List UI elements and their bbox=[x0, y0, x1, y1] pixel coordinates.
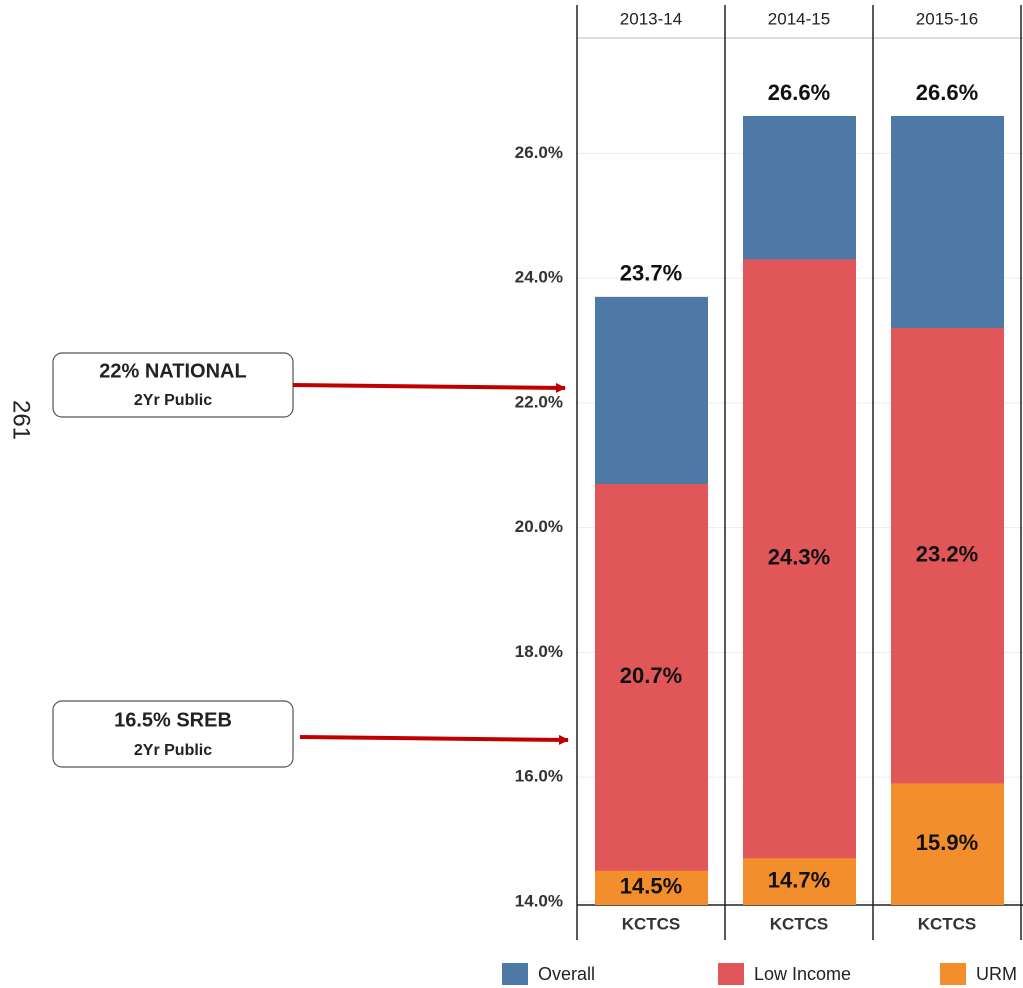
y-tick-label: 20.0% bbox=[515, 517, 563, 536]
legend-swatch bbox=[718, 963, 744, 985]
bar bbox=[743, 858, 856, 905]
data-label: 26.6% bbox=[916, 80, 978, 105]
annotation: 16.5% SREB 2Yr Public bbox=[52, 700, 569, 768]
y-tick-label: 16.0% bbox=[515, 767, 563, 786]
y-tick-label: 18.0% bbox=[515, 642, 563, 661]
page-number: 261 bbox=[8, 400, 35, 440]
data-label: 23.2% bbox=[916, 542, 978, 567]
column-sublabel: KCTCS bbox=[918, 914, 977, 933]
annotation-arrow bbox=[299, 734, 569, 745]
column-sublabel: KCTCS bbox=[622, 914, 681, 933]
data-label: 14.5% bbox=[620, 874, 682, 899]
bar bbox=[595, 483, 708, 905]
data-label: 14.7% bbox=[768, 867, 830, 892]
annotation: 22% NATIONAL 2Yr Public bbox=[52, 352, 566, 418]
bar bbox=[743, 259, 856, 905]
annotation-subtext: 2Yr Public bbox=[134, 392, 212, 409]
annotation-text: 16.5% SREB bbox=[114, 709, 232, 731]
legend-label: URM bbox=[976, 964, 1017, 984]
y-tick-label: 26.0% bbox=[515, 143, 563, 162]
annotation-subtext: 2Yr Public bbox=[134, 742, 212, 759]
legend-label: Low Income bbox=[754, 964, 851, 984]
legend-label: Overall bbox=[538, 964, 595, 984]
y-tick-label: 24.0% bbox=[515, 268, 563, 287]
bar bbox=[891, 783, 1004, 905]
data-label: 15.9% bbox=[916, 830, 978, 855]
legend-swatch bbox=[940, 963, 966, 985]
column-sublabel: KCTCS bbox=[770, 914, 829, 933]
bar bbox=[595, 870, 708, 905]
data-label: 20.7% bbox=[620, 663, 682, 688]
column-header: 2014-15 bbox=[768, 9, 830, 28]
data-label: 24.3% bbox=[768, 545, 830, 570]
column-header: 2013-14 bbox=[620, 9, 682, 28]
data-label: 26.6% bbox=[768, 80, 830, 105]
annotation-arrow bbox=[292, 382, 566, 393]
column-header: 2015-16 bbox=[916, 9, 978, 28]
legend-swatch bbox=[502, 963, 528, 985]
data-label: 23.7% bbox=[620, 261, 682, 286]
annotation-text: 22% NATIONAL bbox=[99, 360, 246, 382]
y-tick-label: 22.0% bbox=[515, 392, 563, 411]
annotation-box bbox=[52, 700, 294, 768]
y-tick-label: 14.0% bbox=[515, 891, 563, 910]
